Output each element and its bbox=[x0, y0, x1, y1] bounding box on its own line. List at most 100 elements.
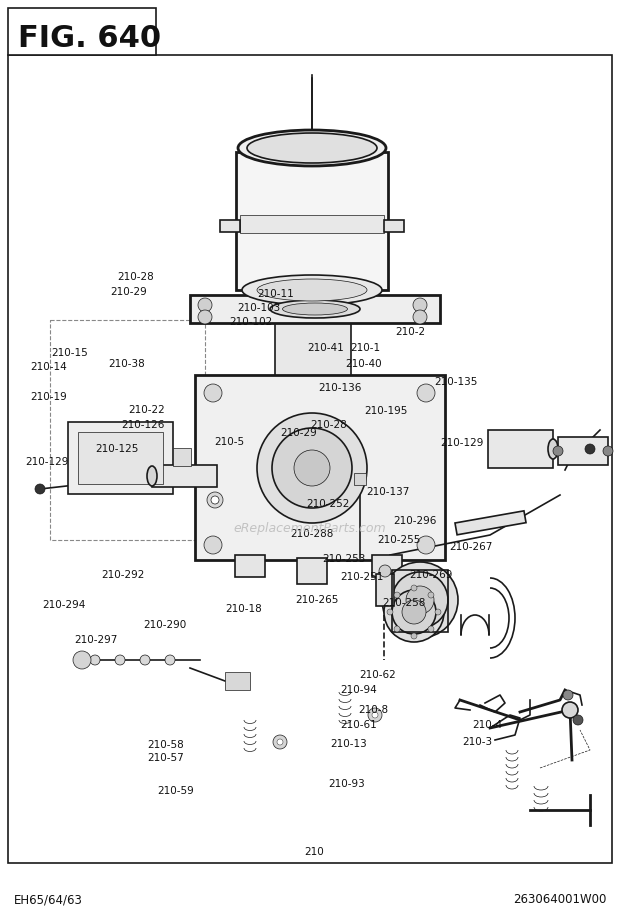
Text: 210-129: 210-129 bbox=[25, 457, 68, 466]
Text: 210-129: 210-129 bbox=[440, 439, 484, 448]
Text: 263064001W00: 263064001W00 bbox=[513, 893, 606, 906]
Circle shape bbox=[165, 655, 175, 665]
Bar bbox=[68, 422, 173, 494]
Text: 210-125: 210-125 bbox=[95, 444, 138, 453]
Ellipse shape bbox=[242, 275, 382, 305]
Circle shape bbox=[198, 310, 212, 324]
Circle shape bbox=[411, 633, 417, 639]
Text: 210-126: 210-126 bbox=[121, 420, 164, 430]
Text: 210-94: 210-94 bbox=[340, 686, 376, 695]
Text: 210-13: 210-13 bbox=[330, 739, 367, 748]
Text: 210: 210 bbox=[304, 847, 324, 857]
Text: 210-255: 210-255 bbox=[378, 535, 421, 544]
Bar bbox=[376, 574, 394, 606]
Text: 210-4: 210-4 bbox=[472, 721, 503, 730]
Circle shape bbox=[140, 655, 150, 665]
Circle shape bbox=[392, 572, 448, 628]
Bar bbox=[173, 448, 191, 466]
Bar bbox=[225, 672, 250, 690]
Bar bbox=[455, 510, 526, 535]
Circle shape bbox=[384, 582, 444, 642]
Text: 210-38: 210-38 bbox=[108, 360, 145, 369]
Circle shape bbox=[277, 739, 283, 745]
Text: 210-58: 210-58 bbox=[147, 741, 184, 750]
Text: 210-59: 210-59 bbox=[157, 787, 193, 796]
Text: 210-18: 210-18 bbox=[226, 604, 262, 613]
Text: 210-267: 210-267 bbox=[449, 543, 492, 552]
Bar bbox=[392, 570, 448, 632]
Circle shape bbox=[204, 384, 222, 402]
Text: 210-29: 210-29 bbox=[280, 429, 317, 438]
Ellipse shape bbox=[548, 439, 558, 459]
Circle shape bbox=[428, 592, 434, 598]
Text: 210-8: 210-8 bbox=[358, 705, 389, 714]
Text: 210-11: 210-11 bbox=[257, 289, 294, 298]
Ellipse shape bbox=[238, 130, 386, 166]
Circle shape bbox=[382, 562, 458, 638]
Circle shape bbox=[211, 496, 219, 504]
Text: EH65/64/63: EH65/64/63 bbox=[14, 893, 83, 906]
Bar bbox=[8, 55, 612, 863]
Circle shape bbox=[392, 590, 436, 634]
Circle shape bbox=[207, 492, 223, 508]
Text: 210-136: 210-136 bbox=[319, 384, 362, 393]
Bar bbox=[195, 375, 445, 560]
Circle shape bbox=[553, 446, 563, 456]
Text: FIG. 640: FIG. 640 bbox=[18, 24, 161, 52]
Circle shape bbox=[204, 536, 222, 554]
Text: 210-269: 210-269 bbox=[409, 570, 453, 579]
Bar bbox=[354, 473, 366, 485]
Bar bbox=[372, 555, 402, 577]
Text: 210-19: 210-19 bbox=[30, 392, 66, 401]
Circle shape bbox=[294, 450, 330, 486]
Circle shape bbox=[406, 586, 434, 614]
Circle shape bbox=[563, 690, 573, 700]
Circle shape bbox=[257, 413, 367, 523]
Circle shape bbox=[585, 444, 595, 454]
Circle shape bbox=[428, 626, 434, 632]
Text: 210-102: 210-102 bbox=[229, 318, 273, 327]
Circle shape bbox=[35, 484, 45, 494]
Bar bbox=[50, 320, 205, 540]
Circle shape bbox=[198, 298, 212, 312]
Text: 210-40: 210-40 bbox=[345, 360, 382, 369]
Circle shape bbox=[372, 712, 378, 718]
Circle shape bbox=[90, 655, 100, 665]
Circle shape bbox=[413, 298, 427, 312]
Bar bbox=[235, 555, 265, 577]
Text: 210-57: 210-57 bbox=[147, 754, 184, 763]
Circle shape bbox=[603, 446, 613, 456]
Circle shape bbox=[417, 536, 435, 554]
Ellipse shape bbox=[270, 300, 360, 318]
Bar bbox=[384, 220, 404, 232]
Text: 210-41: 210-41 bbox=[308, 343, 344, 353]
Bar bbox=[220, 220, 240, 232]
Text: 210-3: 210-3 bbox=[463, 737, 493, 746]
Text: 210-253: 210-253 bbox=[322, 554, 365, 564]
Circle shape bbox=[435, 609, 441, 615]
Bar bbox=[152, 465, 217, 487]
Circle shape bbox=[73, 651, 91, 669]
Text: 210-14: 210-14 bbox=[30, 363, 66, 372]
Text: 210-61: 210-61 bbox=[340, 721, 376, 730]
Ellipse shape bbox=[283, 303, 347, 315]
Text: 210-2: 210-2 bbox=[396, 328, 426, 337]
Text: 210-258: 210-258 bbox=[383, 599, 426, 608]
Circle shape bbox=[411, 585, 417, 591]
Text: 210-137: 210-137 bbox=[366, 487, 410, 497]
Text: 210-29: 210-29 bbox=[110, 287, 147, 297]
Text: 210-103: 210-103 bbox=[237, 304, 280, 313]
Circle shape bbox=[273, 735, 287, 749]
Bar bbox=[240, 215, 384, 233]
Circle shape bbox=[413, 310, 427, 324]
Bar bbox=[297, 558, 327, 584]
Text: 210-5: 210-5 bbox=[215, 438, 245, 447]
Bar bbox=[488, 430, 553, 468]
Circle shape bbox=[573, 715, 583, 725]
Bar bbox=[190, 295, 440, 323]
Circle shape bbox=[394, 626, 400, 632]
Circle shape bbox=[562, 702, 578, 718]
Circle shape bbox=[402, 600, 426, 624]
Ellipse shape bbox=[257, 279, 367, 301]
Bar bbox=[78, 432, 163, 484]
